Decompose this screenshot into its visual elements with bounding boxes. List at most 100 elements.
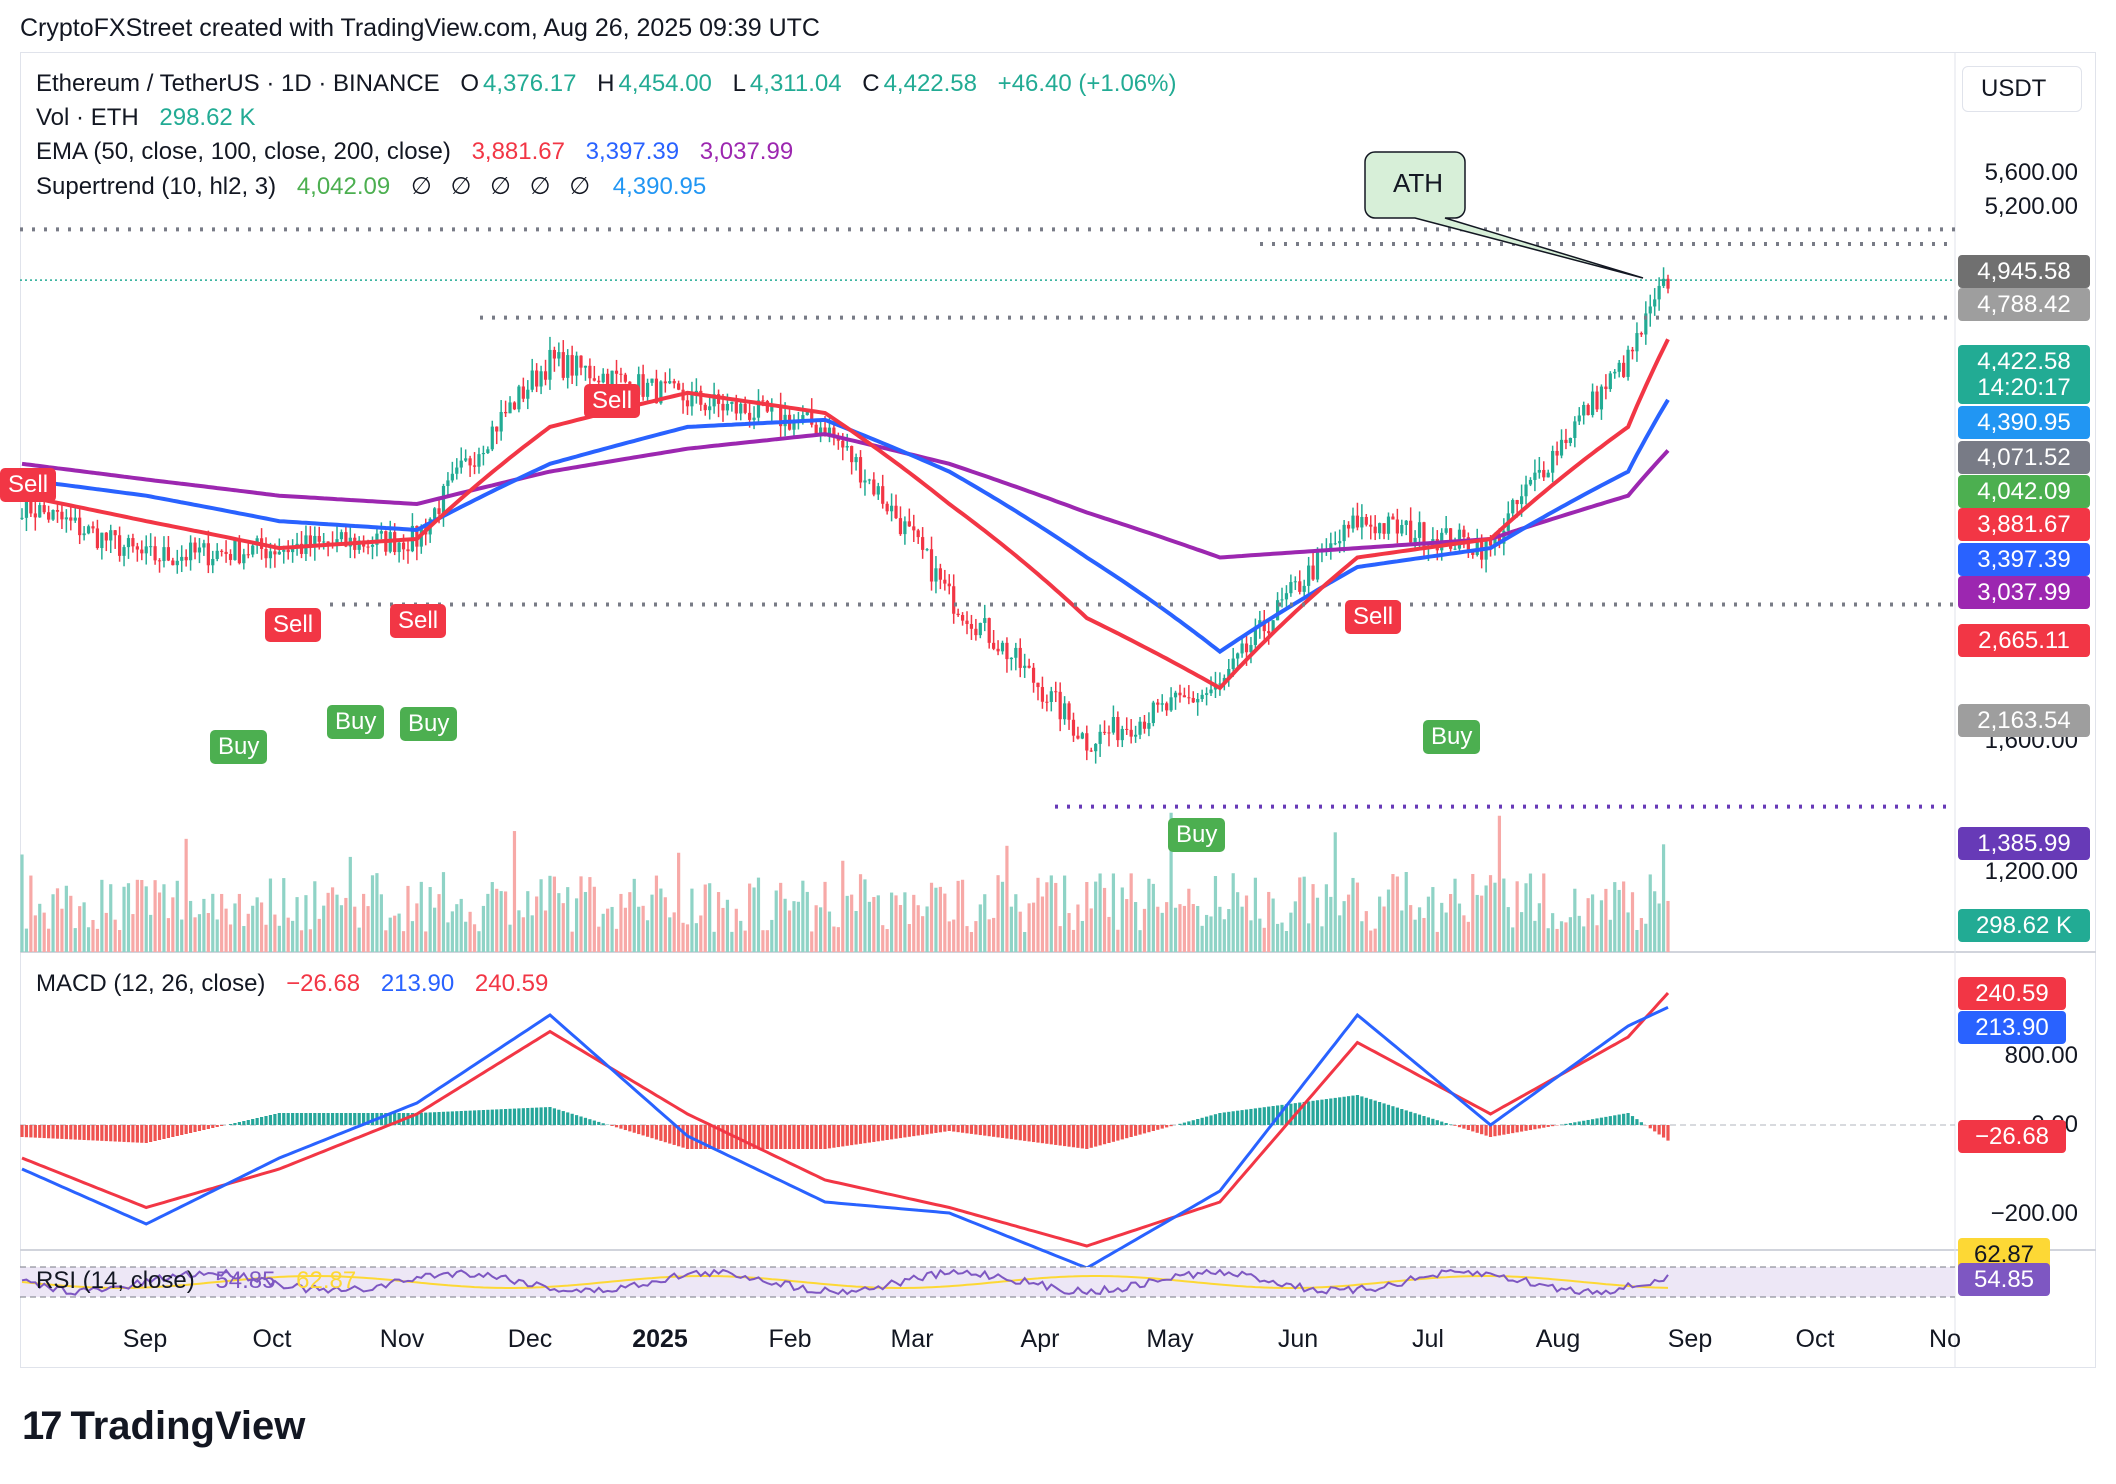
- volume-bar: [579, 876, 583, 952]
- volume-bar: [583, 891, 588, 952]
- macd-histogram-bar: [1218, 1113, 1222, 1125]
- macd-histogram-bar: [330, 1113, 335, 1125]
- candle-body: [1142, 721, 1147, 729]
- volume-bar: [499, 891, 503, 952]
- volume-bar: [197, 914, 202, 952]
- volume-bar: [792, 901, 796, 952]
- macd-histogram-bar: [876, 1125, 880, 1142]
- macd-histogram-bar: [397, 1113, 401, 1125]
- macd-histogram-bar: [1071, 1125, 1076, 1148]
- macd-histogram-bar: [836, 1125, 840, 1148]
- candle-body: [858, 457, 863, 483]
- ema-label[interactable]: EMA (50, close, 100, close, 200, close): [36, 138, 451, 165]
- macd-histogram-bar: [530, 1107, 534, 1125]
- volume-bar: [1457, 903, 1462, 952]
- volume-bar: [1630, 892, 1635, 952]
- volume-bar: [659, 888, 663, 952]
- volume-bar: [384, 930, 388, 952]
- rsi-label[interactable]: RSI (14, close): [36, 1267, 195, 1294]
- candle-body: [645, 382, 650, 397]
- volume-bar: [752, 887, 756, 952]
- volume-bar: [1524, 883, 1528, 952]
- symbol-title[interactable]: Ethereum / TetherUS · 1D · BINANCE: [36, 70, 440, 97]
- macd-label[interactable]: MACD (12, 26, close): [36, 970, 266, 997]
- macd-histogram-bar: [1258, 1107, 1262, 1125]
- macd-histogram-bar: [486, 1109, 490, 1125]
- volume-bar: [206, 913, 210, 952]
- volume-bar: [1617, 889, 1621, 952]
- macd-histogram-bar: [1338, 1097, 1342, 1125]
- volume-bar: [51, 894, 55, 952]
- macd-histogram-bar: [1391, 1106, 1395, 1125]
- candle-body: [1528, 479, 1533, 485]
- volume-bar: [1116, 929, 1120, 952]
- volume-bar: [1289, 912, 1293, 952]
- volume-label[interactable]: Vol · ETH: [36, 104, 139, 131]
- macd-value-tag: 213.90: [1958, 1011, 2066, 1044]
- volume-bar: [1134, 902, 1138, 952]
- legend-symbol-row: Ethereum / TetherUS · 1D · BINANCE O 4,37…: [36, 70, 1180, 98]
- volume-bar: [1227, 909, 1231, 952]
- macd-histogram-bar: [1617, 1114, 1621, 1125]
- supertrend-label[interactable]: Supertrend (10, hl2, 3): [36, 173, 277, 200]
- macd-histogram-bar: [246, 1120, 250, 1125]
- volume-bar: [1391, 874, 1395, 952]
- candle-body: [517, 386, 521, 410]
- macd-histogram-bar: [1240, 1110, 1244, 1125]
- macd-histogram-bar: [574, 1115, 579, 1125]
- candle-body: [1178, 692, 1182, 696]
- chart-credit: CryptoFXStreet created with TradingView.…: [20, 14, 820, 42]
- candle-body: [1599, 386, 1604, 410]
- candle-body: [1369, 524, 1373, 527]
- macd-histogram-bar: [1630, 1116, 1635, 1125]
- volume-bar: [1178, 904, 1182, 952]
- candle-body: [637, 374, 641, 395]
- macd-histogram-bar: [703, 1125, 707, 1149]
- candle-body: [273, 551, 277, 555]
- volume-bar: [251, 905, 255, 952]
- candle-body: [1626, 349, 1630, 377]
- volume-bar: [455, 904, 459, 952]
- candle-body: [814, 424, 818, 434]
- macd-histogram-bar: [889, 1125, 894, 1140]
- candle-body: [872, 479, 876, 495]
- macd-histogram-bar: [1444, 1123, 1448, 1125]
- volume-bar: [552, 876, 556, 952]
- volume-bar: [1142, 908, 1147, 952]
- volume-bar: [60, 908, 64, 952]
- macd-histogram-bar: [1204, 1116, 1209, 1125]
- volume-bar: [211, 893, 215, 952]
- volume-bar: [91, 919, 95, 952]
- tradingview-logo[interactable]: 17 TradingView: [22, 1404, 305, 1449]
- candle-body: [481, 453, 486, 455]
- volume-bar: [393, 915, 397, 952]
- currency-unit-button[interactable]: USDT: [1962, 66, 2082, 112]
- candle-body: [641, 374, 645, 397]
- volume-bar: [317, 918, 321, 952]
- candle-body: [916, 530, 920, 538]
- candle-body: [73, 517, 77, 521]
- macd-histogram-bar: [1107, 1125, 1111, 1143]
- volume-bar: [694, 923, 698, 952]
- volume-bar: [437, 894, 441, 952]
- volume-bar: [508, 924, 512, 952]
- candle-body: [144, 546, 148, 554]
- volume-bar: [889, 892, 894, 952]
- candle-body: [1236, 653, 1240, 659]
- candle-body: [78, 517, 82, 536]
- volume-bar: [761, 930, 765, 952]
- macd-histogram-bar: [353, 1113, 357, 1125]
- macd-signal-value: 240.59: [474, 970, 549, 997]
- volume-bar: [628, 892, 632, 952]
- volume-bar: [858, 874, 863, 952]
- candle-body: [1573, 421, 1577, 438]
- volume-bar: [907, 924, 911, 952]
- macd-histogram-bar: [1236, 1110, 1240, 1125]
- candle-body: [1378, 523, 1382, 534]
- buy-signal-label: Buy: [1168, 818, 1226, 852]
- macd-histogram-bar: [952, 1125, 956, 1132]
- macd-histogram-bar: [42, 1125, 46, 1139]
- candle-body: [850, 446, 854, 463]
- macd-histogram-bar: [818, 1125, 823, 1149]
